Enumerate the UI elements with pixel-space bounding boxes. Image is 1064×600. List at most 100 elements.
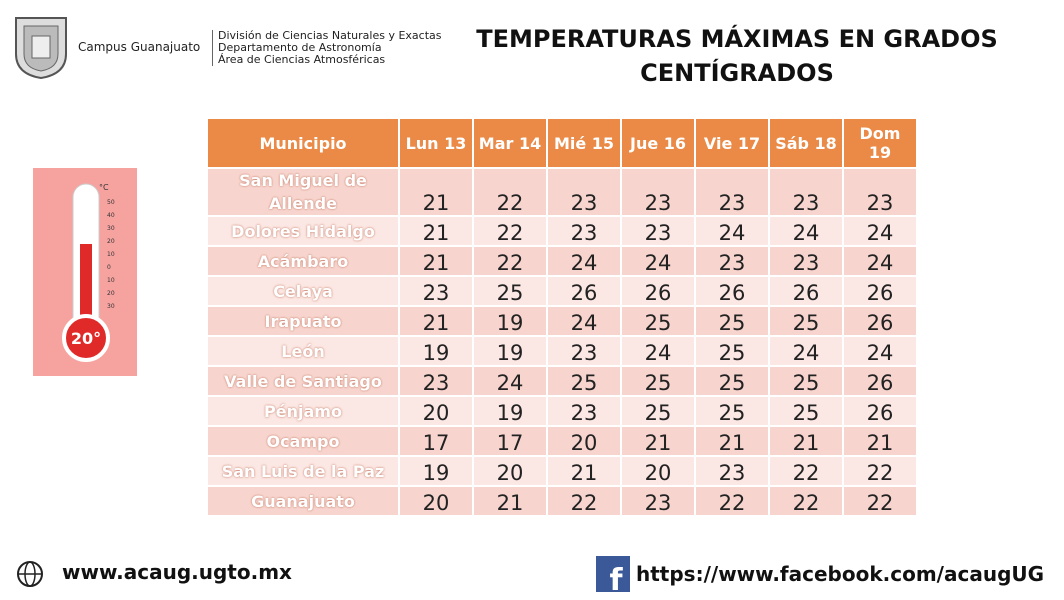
scale-label: 30 [107,303,115,310]
cell: 25 [770,397,842,425]
cell: 19 [474,307,546,335]
cell: 22 [844,487,916,515]
cell: 25 [696,367,768,395]
cell: 21 [622,427,694,455]
cell: 24 [548,247,620,275]
cell: 19 [400,457,472,485]
scale-label: 20 [107,238,115,245]
cell: 25 [622,397,694,425]
row: León 19 19 23 24 25 24 24 [208,337,916,365]
cell: 19 [400,337,472,365]
cell: 26 [548,277,620,305]
cell: 23 [622,487,694,515]
scale-label: 0 [107,264,111,271]
cell: 19 [474,397,546,425]
row: Guanajuato 20 21 22 23 22 22 22 [208,487,916,515]
cell: 20 [622,457,694,485]
cell: 24 [622,337,694,365]
cell: 26 [696,277,768,305]
municipio: Pénjamo [208,397,398,425]
cell: 24 [622,247,694,275]
cell: 21 [400,247,472,275]
cell: 24 [770,217,842,245]
scale-label: 40 [107,212,115,219]
cell: 24 [548,307,620,335]
cell: 21 [770,427,842,455]
cell: 24 [474,367,546,395]
row: Ocampo 17 17 20 21 21 21 21 [208,427,916,455]
logo [15,17,67,80]
cell: 20 [400,487,472,515]
cell: 20 [548,427,620,455]
cell: 23 [622,217,694,245]
scale-label: 10 [107,277,115,284]
row: San Luis de la Paz 19 20 21 20 23 22 22 [208,457,916,485]
row: Dolores Hidalgo 21 22 23 23 24 24 24 [208,217,916,245]
cell: 21 [400,307,472,335]
row: Celaya 23 25 26 26 26 26 26 [208,277,916,305]
cell: 23 [548,169,620,215]
dept-line: División de Ciencias Naturales y Exactas [218,29,442,42]
cell: 23 [548,217,620,245]
cell: 17 [400,427,472,455]
municipio: San Miguel de Allende [208,169,398,215]
column-header: Jue 16 [622,119,694,167]
cell: 22 [474,247,546,275]
column-header: Mar 14 [474,119,546,167]
cell: 26 [844,307,916,335]
cell: 21 [548,457,620,485]
cell: 22 [770,487,842,515]
cell: 23 [844,169,916,215]
cell: 21 [474,487,546,515]
cell: 23 [770,247,842,275]
cell: 23 [770,169,842,215]
cell: 25 [622,307,694,335]
cell: 21 [400,169,472,215]
cell: 25 [770,307,842,335]
municipio: Irapuato [208,307,398,335]
municipio: San Luis de la Paz [208,457,398,485]
cell: 25 [548,367,620,395]
row: Acámbaro 21 22 24 24 23 23 24 [208,247,916,275]
cell: 26 [622,277,694,305]
column-header: Municipio [208,119,398,167]
scale-label: 10 [107,251,115,258]
cell: 23 [622,169,694,215]
unit: °C [99,183,109,192]
cell: 19 [474,337,546,365]
municipio: Guanajuato [208,487,398,515]
cell: 21 [844,427,916,455]
row: San Miguel de Allende 21 22 23 23 23 23 23 [208,169,916,215]
cell: 26 [844,367,916,395]
row: Valle de Santiago 23 24 25 25 25 25 26 [208,367,916,395]
cell: 26 [844,277,916,305]
cell: 25 [696,397,768,425]
cell: 25 [696,337,768,365]
cell: 23 [696,169,768,215]
title: TEMPERATURAS MÁXIMAS EN GRADOS CENTÍGRAD… [476,25,998,87]
cell: 24 [844,217,916,245]
cell: 23 [548,337,620,365]
row: Pénjamo 20 19 23 25 25 25 26 [208,397,916,425]
cell: 22 [844,457,916,485]
dept-line: Departamento de Astronomía [218,41,382,54]
header-row: Municipio Lun 13 Mar 14 Mié 15 Jue 16 Vie 17 S… [208,119,916,167]
column-header: Dom 19 [844,119,916,167]
cell: 23 [548,397,620,425]
thermometer: 20° °C 50 40 30 20 10 0 10 20 30 [33,168,137,376]
cell: 23 [400,277,472,305]
cell: 20 [474,457,546,485]
cell: 22 [548,487,620,515]
cell: 24 [844,247,916,275]
cell: 23 [400,367,472,395]
cell: 22 [474,217,546,245]
scale-label: 50 [107,199,115,206]
column-header: Sáb 18 [770,119,842,167]
department: División de Ciencias Naturales y Exactas… [212,30,441,66]
municipio: Celaya [208,277,398,305]
cell: 25 [696,307,768,335]
column-header: Mié 15 [548,119,620,167]
cell: 22 [696,487,768,515]
municipio: Valle de Santiago [208,367,398,395]
cell: 21 [696,427,768,455]
